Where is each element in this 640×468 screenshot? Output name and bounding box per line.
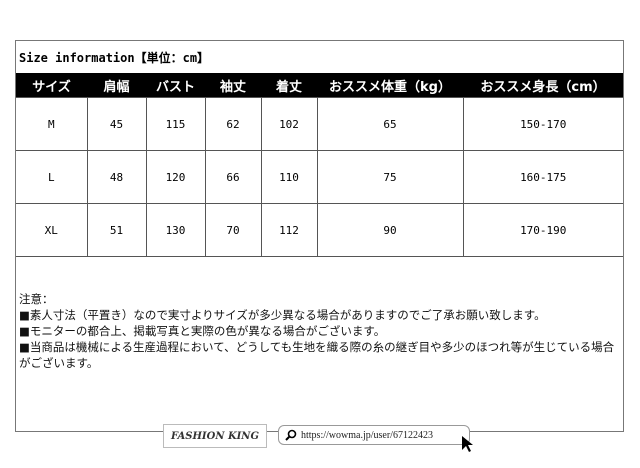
column-header: 肩幅	[87, 73, 146, 98]
size-chart: Size information【単位：cm】 サイズ 肩幅 バスト 袖丈 着丈 おススメ…	[15, 40, 624, 432]
table-cell: L	[16, 150, 88, 204]
fashion-king-logo: FASHION KING	[163, 424, 267, 448]
notes: 注意： ■素人寸法（平置き）なので実寸よりサイズが多少異なる場合がありますのでご…	[19, 291, 623, 371]
cursor-icon	[462, 436, 473, 452]
table-cell: 45	[86, 97, 147, 151]
table-cell: 66	[204, 150, 262, 204]
table-row: L 48 120 66 110 75 160-175	[16, 150, 623, 204]
column-header: おススメ身長（cm）	[463, 73, 623, 98]
table-cell: 120	[145, 150, 206, 204]
table-cell: 130	[145, 203, 206, 257]
table-cell: 70	[204, 203, 262, 257]
table-row: M 45 115 62 102 65 150-170	[16, 97, 623, 151]
table-cell: 75	[316, 150, 464, 204]
table-cell: 102	[260, 97, 318, 151]
column-header: おススメ体重（kg）	[317, 73, 463, 98]
column-header: 袖丈	[205, 73, 261, 98]
shop-url-link[interactable]: https://wowma.jp/user/67122423	[278, 425, 470, 445]
table-cell: 170-190	[462, 203, 623, 257]
table-cell: 62	[204, 97, 262, 151]
column-header: バスト	[146, 73, 205, 98]
table-cell: 90	[316, 203, 464, 257]
table-cell: 48	[86, 150, 147, 204]
table-cell: 51	[86, 203, 147, 257]
table-cell: 110	[260, 150, 318, 204]
table-cell: XL	[16, 203, 88, 257]
note-item: ■素人寸法（平置き）なので実寸よりサイズが多少異なる場合がありますのでご了承お願…	[19, 308, 546, 322]
chart-title: Size information【単位：cm】	[19, 51, 210, 65]
note-item: ■当商品は機械による生産過程において、どうしても生地を織る際の糸の継ぎ目や多少の…	[19, 340, 615, 370]
table-cell: 112	[260, 203, 318, 257]
size-table: サイズ 肩幅 バスト 袖丈 着丈 おススメ体重（kg） おススメ身長（cm） M 45 115 6…	[16, 73, 623, 257]
table-cell: 160-175	[462, 150, 623, 204]
table-row: XL 51 130 70 112 90 170-190	[16, 203, 623, 257]
table-cell: 150-170	[462, 97, 623, 151]
column-header: サイズ	[16, 73, 87, 98]
search-icon	[285, 429, 297, 441]
notes-heading: 注意：	[19, 292, 54, 306]
shop-url: https://wowma.jp/user/67122423	[301, 429, 433, 441]
table-cell: M	[16, 97, 88, 151]
note-item: ■モニターの都合上、掲載写真と実際の色が異なる場合がございます。	[19, 324, 386, 338]
column-header: 着丈	[261, 73, 317, 98]
table-cell: 65	[316, 97, 464, 151]
table-cell: 115	[145, 97, 206, 151]
